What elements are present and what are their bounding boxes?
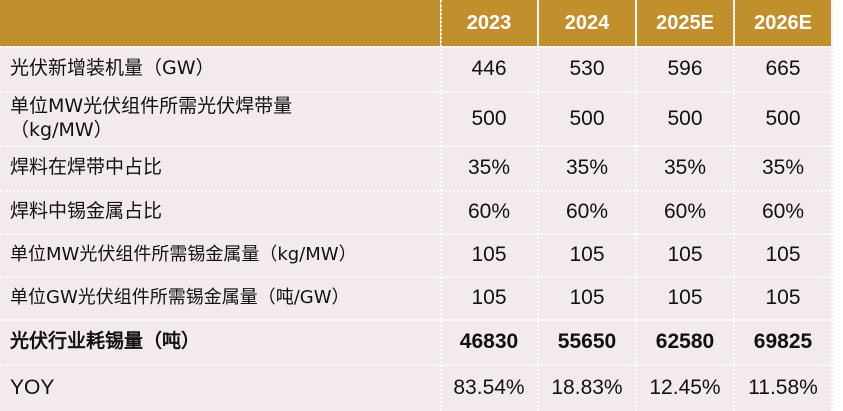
row-value: 105 [667,286,703,309]
row-value: 105 [765,243,801,266]
row-value: 12.45% [649,376,721,399]
row-value: 105 [667,243,703,266]
column-divider [733,0,735,411]
row-value: 446 [471,57,507,80]
row-value: 46830 [459,330,519,353]
row-value: 83.54% [453,376,525,399]
column-divider [635,0,637,411]
header-2024: 2024 [539,0,635,46]
row-value: 105 [569,243,605,266]
table-row: 焊料在焊带中占比 35% 35% 35% 35% [0,146,843,190]
row-divider [0,276,843,278]
row-value: 11.58% [748,376,818,399]
row-value: 60% [663,200,707,223]
row-value: 35% [761,156,805,179]
row-value: 35% [565,156,609,179]
table-header-row: 2023 2024 2025E 2026E [0,0,843,46]
row-value: 69825 [753,330,813,353]
row-label: 焊料中锡金属占比 [10,200,163,223]
row-value: 500 [471,106,507,130]
row-value: 665 [765,57,801,80]
row-value: 62580 [655,330,715,353]
row-value: 105 [471,243,507,266]
row-value: 500 [667,106,703,130]
column-divider [537,0,539,411]
row-value: 105 [765,286,801,309]
row-label: 光伏行业耗锡量（吨） [10,330,201,353]
column-divider [831,0,833,411]
row-value: 500 [765,106,801,130]
row-label: 单位MW光伏组件所需锡金属量（kg/MW） [10,243,357,265]
row-value: 35% [467,156,511,179]
column-divider [440,0,442,411]
row-value: 530 [569,57,605,80]
right-margin [833,0,843,411]
row-value: 60% [565,200,609,223]
row-label: 单位GW光伏组件所需锡金属量（吨/GW） [10,286,350,308]
table-row: 单位MW光伏组件所需锡金属量（kg/MW） 105 105 105 105 [0,234,843,276]
header-2026e: 2026E [735,0,831,46]
row-divider [0,364,843,366]
row-label: YOY [10,375,55,399]
row-value: 105 [569,286,605,309]
row-divider [0,190,843,192]
row-label: 光伏新增装机量（GW） [10,57,215,80]
row-value: 60% [761,200,805,223]
row-label: 单位MW光伏组件所需光伏焊带量（kg/MW） [10,94,293,141]
header-2023: 2023 [441,0,537,46]
row-value: 105 [471,286,507,309]
table-row: 单位MW光伏组件所需光伏焊带量（kg/MW） 500 500 500 500 [0,92,843,145]
table-row: 光伏新增装机量（GW） 446 530 596 665 [0,47,843,91]
header-blank-cell [0,0,440,46]
row-value: 55650 [557,330,617,353]
row-value: 35% [663,156,707,179]
row-divider [0,319,843,321]
row-label: 焊料在焊带中占比 [10,156,163,179]
row-divider [0,145,843,147]
table-row: YOY 83.54% 18.83% 12.45% 11.58% [0,365,843,411]
table-row: 焊料中锡金属占比 60% 60% 60% 60% [0,191,843,233]
table-row: 单位GW光伏组件所需锡金属量（吨/GW） 105 105 105 105 [0,277,843,319]
header-2025e: 2025E [637,0,733,46]
row-divider [0,46,843,48]
row-divider [0,233,843,235]
row-divider [0,91,843,93]
row-value: 60% [467,200,511,223]
row-value: 500 [569,106,605,130]
table-row-total: 光伏行业耗锡量（吨） 46830 55650 62580 69825 [0,320,843,364]
row-value: 18.83% [551,376,623,399]
row-value: 596 [667,57,703,80]
